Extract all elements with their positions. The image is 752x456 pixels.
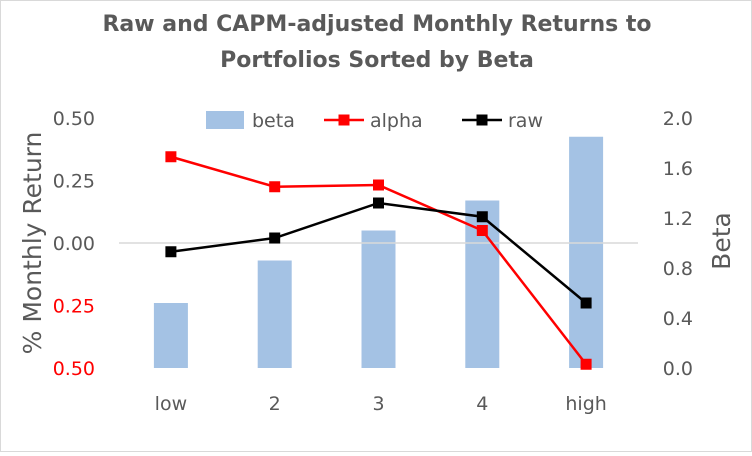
y-right-tick-label-3: 0.8 <box>663 258 693 280</box>
legend-label-alpha: alpha <box>370 110 423 132</box>
legend-marker-raw <box>476 114 488 126</box>
bar-beta-0 <box>153 303 188 368</box>
y-right-tick-label-1: 1.6 <box>663 158 693 180</box>
point-raw-0 <box>165 246 177 258</box>
chart-title-line-1: Raw and CAPM-adjusted Monthly Returns to <box>102 12 651 37</box>
y-left-tick-label-0: 0.50 <box>53 108 95 130</box>
point-raw-1 <box>269 232 281 244</box>
line-group <box>119 151 638 370</box>
point-raw-4 <box>580 297 592 309</box>
y-right-tick-label-0: 2.0 <box>663 108 693 130</box>
y-right-tick-label-2: 1.2 <box>663 208 693 230</box>
point-alpha-0 <box>165 151 177 163</box>
legend-marker-alpha <box>338 114 350 126</box>
legend-label-raw: raw <box>508 110 543 132</box>
y-left-axis-title: % Monthly Return <box>18 132 47 355</box>
y-right-ticks: 2.0 1.6 1.2 0.8 0.4 0.0 <box>663 108 693 380</box>
point-alpha-4 <box>580 358 592 370</box>
point-alpha-2 <box>373 179 384 191</box>
x-tick-label-3: 4 <box>476 393 488 415</box>
y-right-axis-title: Beta <box>707 212 736 270</box>
y-right-tick-label-4: 0.4 <box>663 308 693 330</box>
point-raw-2 <box>373 197 384 209</box>
legend-swatch-beta <box>206 111 244 129</box>
x-tick-label-4: high <box>565 393 606 415</box>
bar-beta-2 <box>361 230 396 368</box>
point-raw-3 <box>476 211 488 223</box>
bar-beta-1 <box>257 260 292 368</box>
x-tick-label-0: low <box>155 393 187 415</box>
point-alpha-3 <box>476 225 488 236</box>
y-left-ticks: 0.50 0.25 0.00 0.25 0.50 <box>53 108 95 380</box>
x-tick-label-1: 2 <box>269 393 281 415</box>
legend: beta alpha raw <box>206 110 543 132</box>
bar-beta-4 <box>569 136 604 368</box>
x-tick-label-2: 3 <box>372 393 384 415</box>
y-left-tick-label-1: 0.25 <box>53 171 95 193</box>
x-ticks: low 2 3 4 high <box>155 393 607 415</box>
legend-label-beta: beta <box>252 110 295 132</box>
y-left-tick-label-4: 0.50 <box>53 358 95 380</box>
y-left-tick-label-2: 0.00 <box>53 233 95 255</box>
chart-title-line-2: Portfolios Sorted by Beta <box>220 48 534 73</box>
y-left-tick-label-3: 0.25 <box>53 296 95 318</box>
point-alpha-1 <box>269 181 281 193</box>
y-right-tick-label-5: 0.0 <box>663 358 693 380</box>
